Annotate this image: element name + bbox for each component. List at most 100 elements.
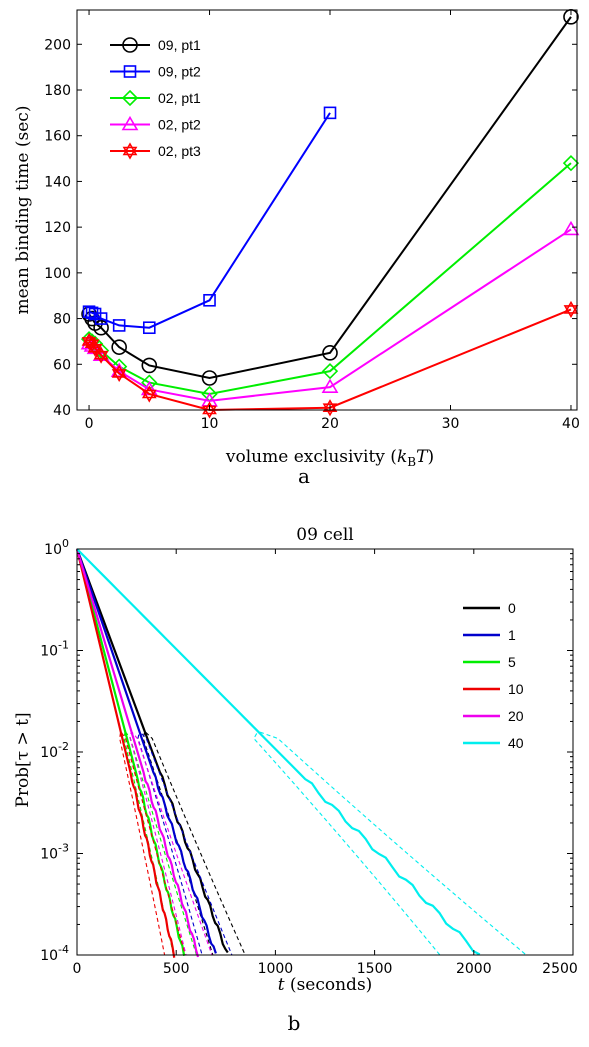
series-confidence-lower xyxy=(76,548,441,956)
panel-b-y-tick-label: 10-2 xyxy=(40,740,69,761)
panel-a-y-tick-label: 120 xyxy=(44,220,71,236)
data-point xyxy=(93,346,109,364)
series-10 xyxy=(75,548,186,958)
panel-a-y-axis-label: mean binding time (sec) xyxy=(13,106,33,315)
legend-label: 02, pt3 xyxy=(158,143,201,159)
data-point xyxy=(562,220,580,236)
panel-b-y-tick-label: 100 xyxy=(44,537,69,558)
data-point xyxy=(111,364,127,383)
panel-b-y-axis-label: Prob[τ > t] xyxy=(13,712,33,807)
data-point xyxy=(94,312,108,325)
legend-entry: 5 xyxy=(463,654,516,670)
panel-b-x-axis-label: t (seconds) xyxy=(278,975,373,995)
series-line xyxy=(88,228,572,402)
panel-a-y-tick-label: 60 xyxy=(53,357,71,373)
legend-entry: 10 xyxy=(463,681,524,697)
panel-b-x-tick-label: 1000 xyxy=(258,961,294,977)
panel-a-legend: 09, pt1 09, pt2 02, pt1 02, pt2 02, pt3 xyxy=(100,22,250,177)
series-line xyxy=(75,548,200,958)
data-point xyxy=(563,300,579,319)
legend-entry: 40 xyxy=(463,735,524,751)
legend-label: 09, pt1 xyxy=(158,37,201,53)
series-confidence-upper xyxy=(76,548,186,956)
panel-b-x-tick-label: 2500 xyxy=(542,961,578,977)
series-line xyxy=(75,548,217,954)
panel-b-title: 09 cell xyxy=(296,525,354,545)
panel-a-y-tick-label: 160 xyxy=(44,129,71,145)
panel-a-y-tick-label: 100 xyxy=(44,266,71,282)
panel-b-x-tick-label: 500 xyxy=(163,961,190,977)
series-line xyxy=(88,112,331,329)
series-20 xyxy=(75,548,213,958)
series-09-pt2 xyxy=(82,106,337,335)
panel-a-x-tick-label: 0 xyxy=(85,416,94,432)
data-point xyxy=(321,363,339,380)
legend-label: 20 xyxy=(508,708,524,724)
panel-b-y-tick-label: 10-3 xyxy=(40,842,69,863)
data-point xyxy=(111,339,127,355)
panel-a: 0 10 20 30 40 40 60 80 100 120 140 160 180 200 volume… xyxy=(13,9,580,488)
legend-entry: 02, pt3 xyxy=(110,142,201,160)
series-confidence-upper xyxy=(76,548,198,956)
series-line xyxy=(75,548,229,954)
legend-entry: 02, pt1 xyxy=(110,89,201,107)
panel-a-y-tick-label: 80 xyxy=(53,312,71,328)
legend-marker xyxy=(122,37,138,53)
data-point xyxy=(203,293,216,307)
data-point xyxy=(201,370,218,386)
legend-label: 02, pt1 xyxy=(158,90,201,106)
panel-a-y-tick-label: 180 xyxy=(44,83,71,99)
data-point xyxy=(112,319,126,332)
legend-label: 02, pt2 xyxy=(158,117,201,133)
data-point xyxy=(141,357,158,374)
legend-entry: 09, pt2 xyxy=(110,64,201,80)
panel-b-x-tick-label: 0 xyxy=(73,961,82,977)
panel-a-axes-frame xyxy=(76,9,578,411)
panel-b-y-tick-label: 10-1 xyxy=(40,639,69,660)
legend-entry: 09, pt1 xyxy=(110,37,201,53)
panel-b-series xyxy=(75,548,527,958)
data-point xyxy=(321,378,339,393)
legend-entry: 02, pt2 xyxy=(110,115,201,133)
data-point xyxy=(322,345,338,361)
panel-a-y-tick-label: 200 xyxy=(44,37,71,53)
legend-label: 10 xyxy=(508,681,524,697)
data-point xyxy=(142,321,156,335)
panel-b-legend: 0 1 5 10 20 40 xyxy=(455,588,555,758)
panel-a-x-axis-label: volume exclusivity (kBT) xyxy=(225,447,434,469)
panel-b-x-tick-label: 1500 xyxy=(357,961,393,977)
data-point xyxy=(84,310,100,327)
panel-a-label: a xyxy=(298,464,310,488)
legend-label: 5 xyxy=(508,654,516,670)
panel-b: 09 cell 0 500 1000 1500 2000 250010010-110-21… xyxy=(13,525,578,1035)
legend-entry: 1 xyxy=(463,627,516,643)
legend-marker xyxy=(121,89,139,107)
panel-a-y-tick-label: 140 xyxy=(44,174,71,190)
data-point xyxy=(562,155,580,172)
data-point xyxy=(322,399,338,417)
legend-label: 40 xyxy=(508,735,524,751)
panel-b-label: b xyxy=(288,1011,301,1035)
legend-marker xyxy=(121,115,139,131)
data-point xyxy=(323,106,337,120)
panel-b-x-tick-label: 2000 xyxy=(456,961,492,977)
series-line xyxy=(75,548,176,958)
panel-b-y-tick-label: 10-4 xyxy=(40,943,69,964)
series-40 xyxy=(76,548,527,956)
legend-label: 09, pt2 xyxy=(158,64,201,80)
panel-a-x-tick-label: 30 xyxy=(442,416,460,432)
legend-marker xyxy=(122,142,138,160)
series-confidence-lower xyxy=(76,548,166,956)
series-line xyxy=(76,548,481,956)
legend-label: 0 xyxy=(508,600,516,616)
panel-a-y-tick-label: 40 xyxy=(53,403,71,419)
panel-a-x-tick-label: 10 xyxy=(201,416,219,432)
legend-entry: 20 xyxy=(463,708,524,724)
panel-a-x-tick-label: 40 xyxy=(562,416,580,432)
legend-entry: 0 xyxy=(463,600,516,616)
data-point xyxy=(93,319,109,336)
panel-a-x-tick-label: 20 xyxy=(321,416,339,432)
series-1 xyxy=(75,548,233,956)
series-02-pt3 xyxy=(81,300,579,419)
